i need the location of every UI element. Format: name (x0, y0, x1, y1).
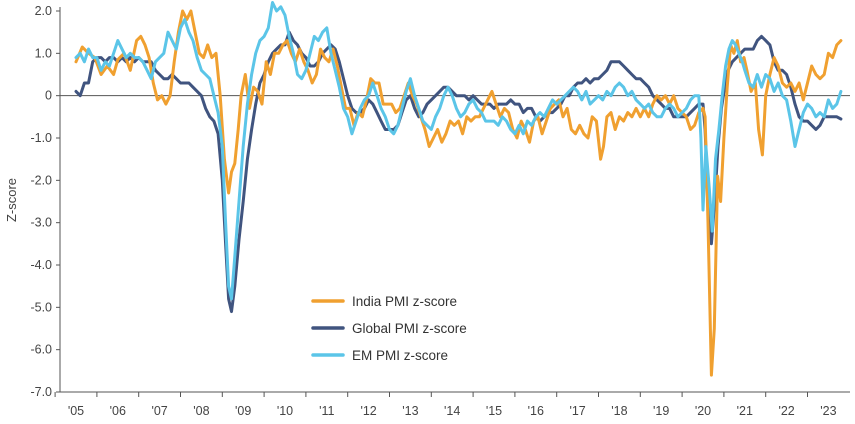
y-tick-label-4-0: -4.0 (30, 258, 52, 272)
y-tick-label-6-0: -6.0 (30, 343, 52, 357)
x-tick-label-20: '20 (695, 404, 711, 418)
x-tick-label-10: '10 (277, 404, 293, 418)
x-tick-label-14: '14 (444, 404, 460, 418)
legend: India PMI z-score Global PMI z-score EM PM… (311, 294, 467, 363)
x-tick-label-17: '17 (569, 404, 585, 418)
legend-label-india-pmi-z-score: India PMI z-score (352, 294, 457, 309)
x-tick-label-05: '05 (68, 404, 84, 418)
y-tick-label-0: 0 (45, 89, 52, 103)
y-axis-title: Z-score (4, 178, 19, 222)
y-tick-label-2-0: -2.0 (30, 173, 52, 187)
x-tick-label-22: '22 (778, 404, 794, 418)
x-tick-label-09: '09 (235, 404, 251, 418)
y-axis-tick-labels: 2.0 1.0 0 -1.0 -2.0 -3.0 -4.0 -5.0 -6.0 -7.0 (30, 4, 60, 399)
x-tick-label-06: '06 (110, 404, 126, 418)
x-tick-label-12: '12 (360, 404, 376, 418)
x-tick-label-15: '15 (486, 404, 502, 418)
series-line-em-pmi-z-score (74, 1, 843, 301)
x-axis-tick-labels: '05 '06 '07 '08 '09 '10 '11 '12 '13 '14 '15 '16 '17 '… (54, 392, 837, 418)
x-tick-label-23: '23 (820, 404, 836, 418)
x-tick-label-13: '13 (402, 404, 418, 418)
series-lines (74, 1, 843, 377)
y-tick-label-1-0: -1.0 (30, 131, 52, 145)
series-line-india-pmi-z-score (74, 9, 843, 377)
y-tick-label-3-0: -3.0 (30, 216, 52, 230)
x-tick-label-16: '16 (528, 404, 544, 418)
x-tick-label-19: '19 (653, 404, 669, 418)
y-tick-label-1-0: 1.0 (35, 46, 52, 60)
y-tick-label-5-0: -5.0 (30, 300, 52, 314)
x-tick-label-08: '08 (193, 404, 209, 418)
x-tick-label-11: '11 (319, 404, 334, 418)
legend-label-global-pmi-z-score: Global PMI z-score (352, 321, 467, 336)
legend-label-em-pmi-z-score: EM PMI z-score (352, 348, 448, 363)
y-tick-label-7-0: -7.0 (30, 385, 52, 399)
x-tick-label-21: '21 (737, 404, 753, 418)
x-tick-label-18: '18 (611, 404, 627, 418)
y-tick-label-2-0: 2.0 (35, 4, 52, 18)
x-tick-label-07: '07 (151, 404, 167, 418)
